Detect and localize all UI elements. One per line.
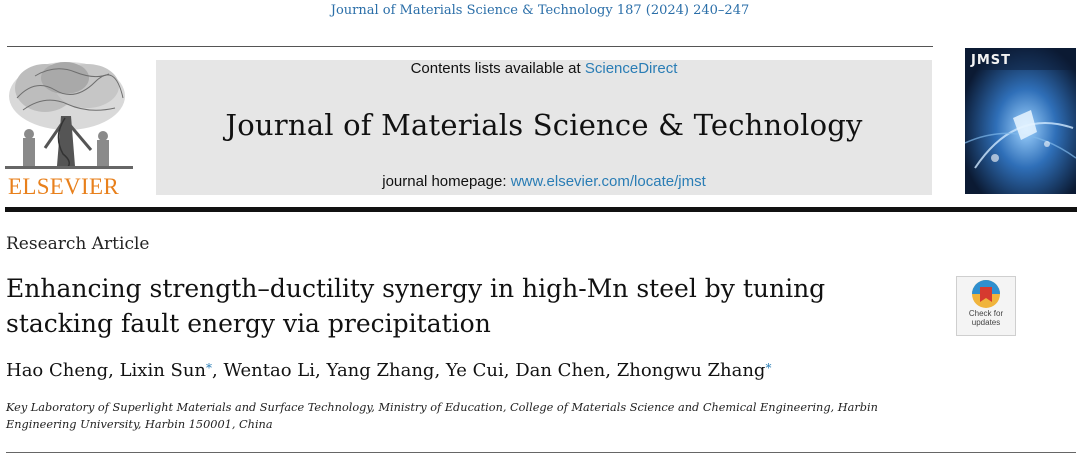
check-updates-line-1: Check for — [968, 309, 1004, 318]
author-separator: , — [315, 360, 327, 381]
corresponding-author-icon[interactable]: * — [765, 361, 772, 375]
author-separator: , — [108, 360, 120, 381]
author-separator: , — [212, 360, 224, 381]
contents-line: Contents lists available at ScienceDirec… — [156, 60, 932, 77]
author-name[interactable]: Wentao Li — [223, 360, 315, 381]
author-name[interactable]: Dan Chen — [515, 360, 606, 381]
author-affiliation: Key Laboratory of Superlight Materials a… — [6, 399, 906, 433]
elsevier-tree-logo — [5, 58, 133, 198]
article-title-line-1: Enhancing strength–ductility synergy in … — [6, 274, 826, 303]
check-updates-line-2: updates — [971, 318, 1001, 327]
check-for-updates-button[interactable]: Check for updates — [956, 276, 1016, 336]
author-name[interactable]: Hao Cheng — [6, 360, 109, 381]
check-updates-text: Check for updates — [957, 309, 1015, 327]
article-type: Research Article — [6, 234, 150, 254]
homepage-prefix: journal homepage: — [382, 173, 511, 190]
cover-title: JMST — [971, 53, 1012, 68]
sciencedirect-link[interactable]: ScienceDirect — [584, 60, 678, 77]
journal-cover-image[interactable]: JMST — [965, 48, 1076, 194]
affiliation-line-1: Key Laboratory of Superlight Materials a… — [6, 401, 878, 414]
journal-masthead: Contents lists available at ScienceDirec… — [156, 60, 932, 195]
contents-prefix: Contents lists available at — [410, 60, 585, 77]
author-list: Hao Cheng, Lixin Sun*, Wentao Li, Yang Z… — [6, 360, 1006, 381]
header-divider — [5, 207, 1077, 212]
top-divider — [7, 46, 933, 47]
journal-citation: Journal of Materials Science & Technolog… — [330, 3, 750, 18]
author-separator: , — [503, 360, 516, 381]
bottom-divider — [6, 452, 1076, 453]
journal-title: Journal of Materials Science & Technolog… — [225, 108, 863, 142]
article-title-line-2: stacking fault energy via precipitation — [6, 309, 491, 338]
affiliation-line-2: Engineering University, Harbin 150001, C… — [6, 418, 273, 431]
check-updates-icon — [972, 280, 1000, 308]
author-name[interactable]: Ye Cui — [445, 360, 504, 381]
author-name[interactable]: Zhongwu Zhang — [616, 360, 766, 381]
author-name[interactable]: Lixin Sun — [119, 360, 207, 381]
author-separator: , — [434, 360, 446, 381]
author-name[interactable]: Yang Zhang — [326, 360, 435, 381]
corresponding-author-icon[interactable]: * — [206, 361, 213, 375]
article-title: Enhancing strength–ductility synergy in … — [6, 271, 906, 341]
author-separator: , — [605, 360, 617, 381]
journal-homepage-link[interactable]: www.elsevier.com/locate/jmst — [510, 173, 706, 190]
publisher-name: ELSEVIER — [8, 174, 119, 199]
homepage-line: journal homepage: www.elsevier.com/locat… — [156, 173, 932, 190]
